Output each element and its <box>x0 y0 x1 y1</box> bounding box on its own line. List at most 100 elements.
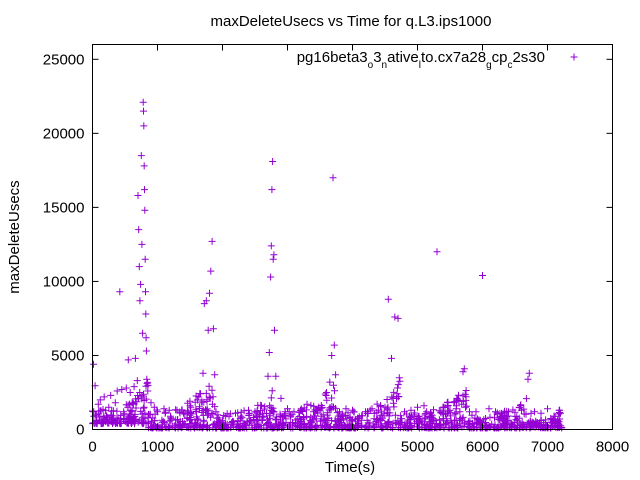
x-axis-label: Time(s) <box>325 459 375 476</box>
data-point <box>212 408 220 416</box>
data-point <box>180 409 187 417</box>
data-point <box>206 289 213 297</box>
data-point <box>517 421 525 429</box>
data-point <box>267 242 275 250</box>
data-point <box>187 408 195 416</box>
data-point <box>491 414 498 422</box>
data-point <box>336 408 343 416</box>
data-point <box>135 394 142 402</box>
data-point <box>452 416 460 424</box>
data-point <box>245 406 252 414</box>
data-point <box>555 406 563 414</box>
data-point <box>406 412 413 420</box>
data-point <box>327 406 335 414</box>
data-point <box>527 409 535 417</box>
data-point <box>186 420 194 428</box>
data-point <box>525 369 533 377</box>
data-point <box>284 405 291 413</box>
data-point <box>366 406 374 414</box>
data-point <box>220 412 228 419</box>
data-point <box>479 272 486 279</box>
data-point <box>331 387 338 395</box>
y-tick-label: 0 <box>76 422 84 439</box>
data-point <box>267 422 275 430</box>
data-point <box>261 403 269 411</box>
data-point <box>390 399 397 407</box>
x-tick-label: 7000 <box>531 439 564 456</box>
data-point <box>138 410 146 418</box>
data-point <box>411 419 418 427</box>
data-point <box>323 409 331 417</box>
data-point <box>533 422 540 430</box>
data-point <box>459 368 467 376</box>
x-tick-label: 3000 <box>271 439 304 456</box>
data-point <box>321 415 329 423</box>
data-point <box>269 255 277 263</box>
data-point <box>279 413 286 421</box>
data-point <box>303 400 311 408</box>
data-point <box>265 349 273 356</box>
data-point <box>140 403 148 411</box>
data-point <box>425 418 433 426</box>
data-point <box>344 409 352 417</box>
data-point <box>243 418 251 426</box>
data-point <box>113 416 121 424</box>
data-point <box>333 421 341 428</box>
data-point <box>160 405 168 413</box>
scatter-points <box>89 98 566 432</box>
data-point <box>167 412 174 420</box>
legend-text-part: 2s30 <box>512 49 545 66</box>
data-point <box>136 389 144 396</box>
data-point <box>376 414 384 422</box>
data-point <box>141 186 148 194</box>
data-point <box>139 404 147 412</box>
data-point <box>94 400 102 408</box>
data-point <box>203 396 211 404</box>
y-tick-label: 5000 <box>51 347 84 364</box>
data-point <box>292 422 300 430</box>
data-point <box>98 420 106 428</box>
data-point <box>195 393 203 401</box>
data-point <box>248 424 256 432</box>
y-tick-label: 15000 <box>43 199 85 216</box>
data-point <box>116 288 124 296</box>
data-point <box>511 412 519 420</box>
data-point <box>150 403 158 411</box>
data-point <box>418 420 426 428</box>
data-point <box>272 372 280 380</box>
data-point <box>128 407 136 415</box>
data-point <box>554 423 562 431</box>
data-point <box>357 422 365 430</box>
data-point <box>196 421 204 429</box>
data-point <box>414 403 421 411</box>
data-point <box>219 417 226 425</box>
data-point <box>186 402 194 410</box>
data-point <box>162 408 169 416</box>
data-point <box>203 407 211 415</box>
data-point <box>374 419 382 427</box>
data-point <box>225 412 233 420</box>
data-point <box>503 419 511 427</box>
data-point <box>522 395 530 403</box>
y-tick-label: 10000 <box>43 273 85 290</box>
data-point <box>138 240 146 248</box>
data-point <box>557 409 564 417</box>
data-point <box>195 403 203 411</box>
data-point <box>191 424 198 432</box>
data-point <box>264 372 272 380</box>
data-point <box>297 406 304 414</box>
data-point <box>326 378 334 386</box>
data-point <box>233 420 241 428</box>
data-point <box>217 420 225 428</box>
data-point <box>105 403 113 411</box>
data-point <box>206 394 214 402</box>
data-point <box>332 404 339 412</box>
data-point <box>197 398 205 406</box>
data-point <box>375 406 382 414</box>
data-point <box>196 390 204 398</box>
data-point <box>482 415 489 422</box>
data-point <box>398 415 405 423</box>
y-tick-label: 25000 <box>43 51 85 68</box>
data-point <box>132 404 140 412</box>
data-point <box>349 406 356 414</box>
